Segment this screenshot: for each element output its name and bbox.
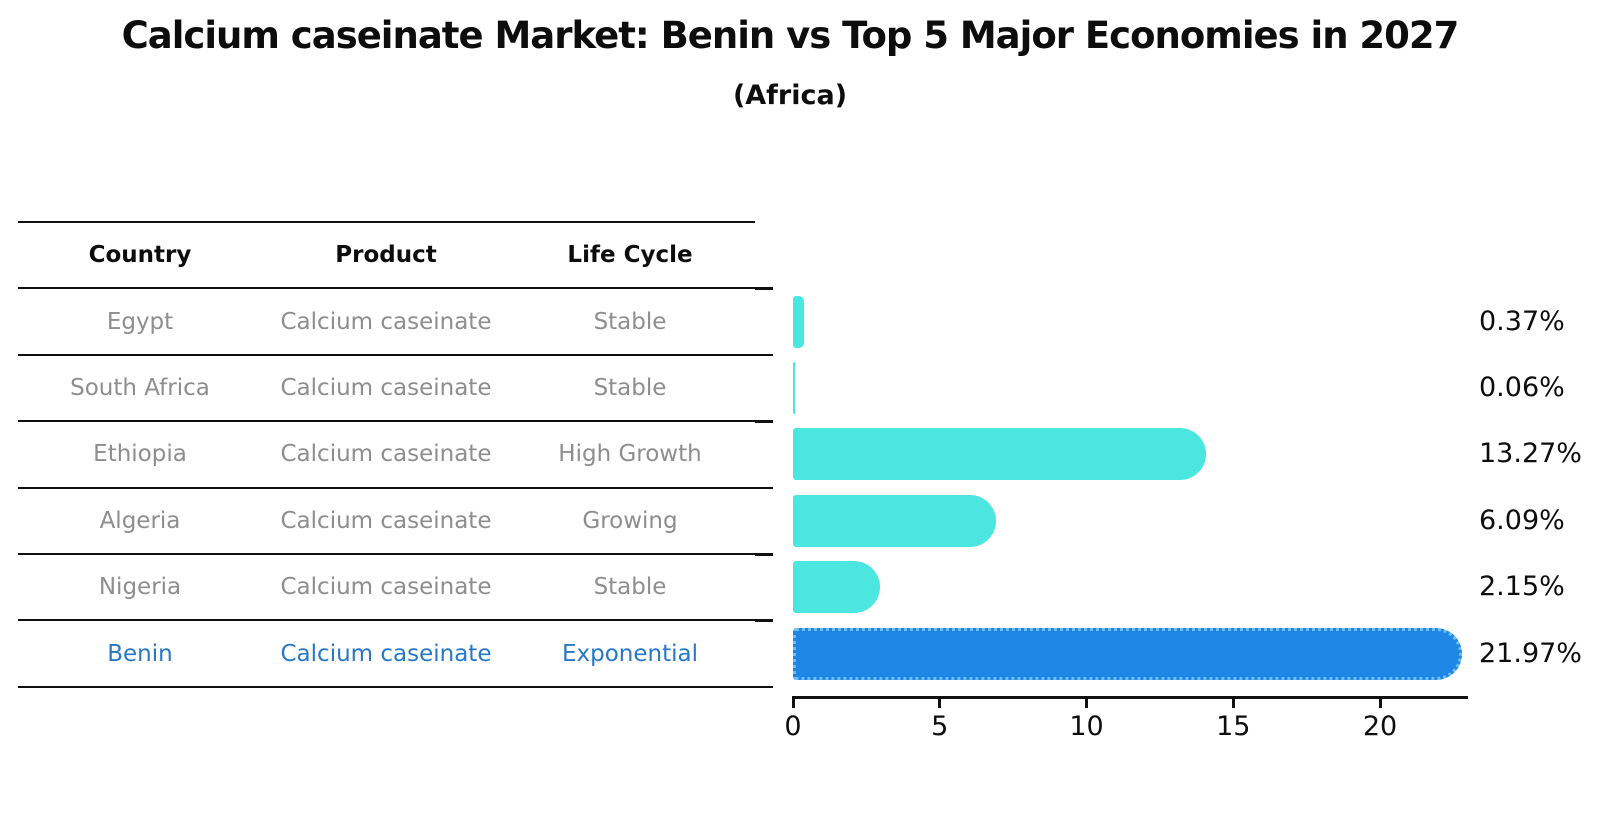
cell-life-cycle: Stable [593, 375, 667, 401]
bar-south-africa [793, 362, 795, 414]
cell-life-cycle: High Growth [558, 441, 702, 468]
value-label-ethiopia: 13.27% [1479, 438, 1582, 470]
bar-benin [793, 627, 1462, 680]
x-axis-tick-label: 10 [1069, 711, 1104, 742]
cell-product: Calcium caseinate [280, 507, 492, 534]
bar-nigeria [793, 561, 881, 614]
x-axis-tick-label: 15 [1216, 711, 1251, 742]
cell-country: Egypt [106, 308, 174, 335]
y-axis-tick [755, 685, 773, 689]
cell-product: Calcium caseinate [280, 640, 492, 667]
bar-ethiopia [793, 428, 1207, 481]
table-divider [18, 486, 755, 489]
y-axis-tick [755, 420, 773, 423]
x-axis-tick [938, 697, 942, 708]
cell-product: Calcium caseinate [280, 375, 492, 401]
x-axis-tick [1085, 697, 1088, 708]
value-label-benin: 21.97% [1479, 637, 1582, 669]
y-axis-tick [755, 486, 773, 490]
x-axis-tick [1231, 697, 1235, 708]
x-axis-line [792, 696, 1468, 699]
cell-life-cycle: Growing [582, 507, 678, 534]
x-axis-tick-label: 20 [1362, 711, 1398, 742]
table-divider [18, 685, 755, 688]
cell-product: Calcium caseinate [280, 574, 492, 601]
bar-algeria [793, 494, 996, 547]
table-divider [18, 221, 755, 223]
table-divider [18, 287, 755, 290]
table-divider [18, 553, 755, 555]
value-label-algeria: 6.09% [1479, 504, 1565, 536]
cell-country: Ethiopia [93, 441, 187, 468]
cell-country: Nigeria [98, 574, 182, 601]
cell-country: South Africa [70, 375, 210, 401]
bar-egypt [793, 295, 804, 348]
cell-life-cycle: Exponential [561, 640, 698, 667]
page-title: Calcium caseinate Market: Benin vs Top 5… [121, 14, 1460, 57]
cell-life-cycle: Stable [593, 574, 667, 601]
y-axis-tick [755, 553, 773, 556]
header-cell-life-cycle: Life Cycle [567, 242, 693, 269]
x-axis-tick-label: 0 [784, 711, 802, 742]
header-cell-country: Country [88, 242, 192, 269]
cell-product: Calcium caseinate [280, 441, 492, 468]
cell-country: Benin [107, 640, 173, 667]
y-axis-tick [755, 619, 773, 622]
cell-life-cycle: Stable [593, 308, 667, 335]
x-axis-tick [1378, 697, 1382, 708]
page-subtitle: (Africa) [732, 80, 848, 111]
table-divider [18, 353, 755, 356]
value-label-egypt: 0.37% [1479, 305, 1565, 337]
value-label-nigeria: 2.15% [1479, 571, 1565, 603]
y-axis-tick [755, 353, 773, 357]
x-axis-tick [791, 697, 795, 708]
table-divider [18, 619, 755, 622]
y-axis-tick [755, 287, 773, 290]
x-axis-tick-label: 5 [931, 711, 949, 742]
cell-product: Calcium caseinate [280, 308, 492, 335]
cell-country: Algeria [99, 507, 181, 534]
table-divider [18, 420, 755, 423]
header-cell-product: Product [335, 242, 437, 269]
value-label-south-africa: 0.06% [1479, 372, 1565, 403]
